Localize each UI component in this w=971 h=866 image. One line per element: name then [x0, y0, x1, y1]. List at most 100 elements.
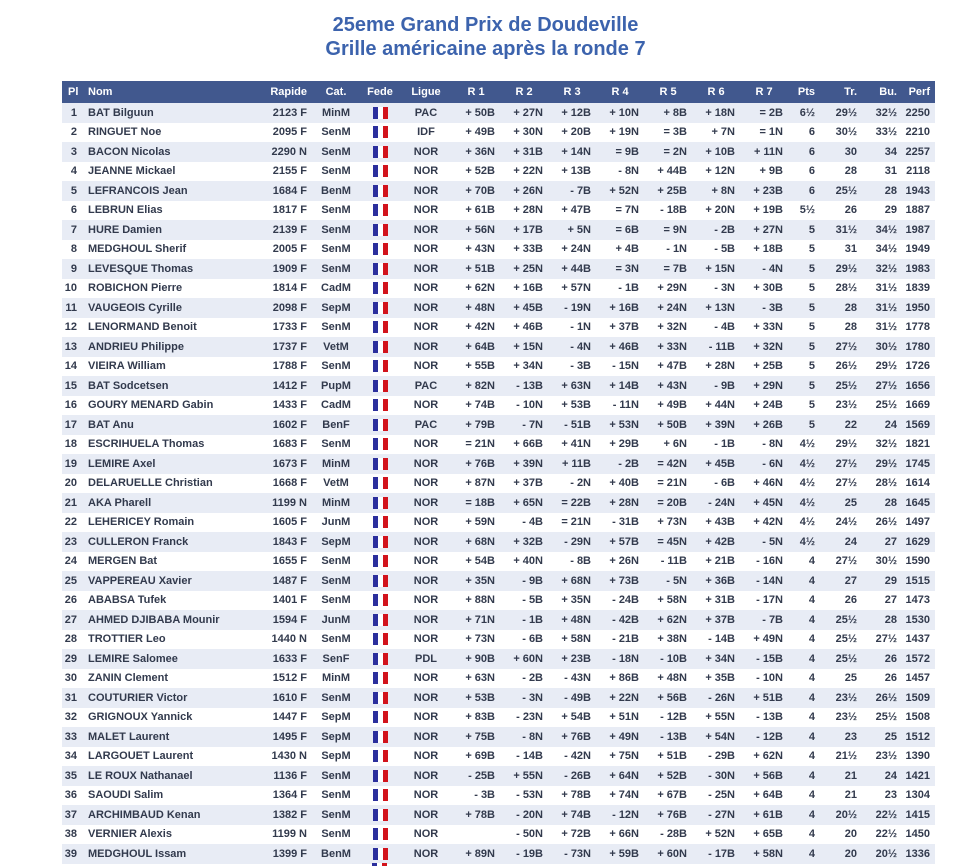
league-cell: NOR: [413, 477, 439, 490]
bu-tiebreak-cell: 29: [862, 571, 902, 591]
table-row: 16 GOURY MENARD Gabin 1433 F CadM NOR + 74B - …: [62, 396, 935, 416]
tr-tiebreak-cell: 27½: [835, 477, 857, 490]
round-1-result-cell: + 75B: [452, 727, 500, 747]
points-cell: 4: [788, 727, 820, 747]
round-3-result-cell: = 21N: [561, 516, 591, 529]
tr-tiebreak-cell: 23½: [820, 688, 862, 708]
round-3-result-cell: + 78B: [561, 789, 591, 802]
tr-tiebreak-cell: 29½: [820, 259, 862, 279]
round-2-result-cell: - 4B: [522, 516, 543, 529]
federation-cell: [360, 669, 400, 689]
round-4-result-cell: + 64N: [596, 766, 644, 786]
player-name-cell: BAT Sodcetsen: [82, 376, 265, 396]
table-row: 22 LEHERICEY Romain 1605 F JunM NOR + 59N - 4B…: [62, 513, 935, 533]
round-4-result-cell: - 12N: [596, 805, 644, 825]
round-7-result-cell: + 49N: [753, 633, 783, 646]
france-flag-icon: [372, 750, 388, 763]
round-5-result-cell: + 25B: [644, 181, 692, 201]
place-cell: 19: [62, 454, 82, 474]
round-5-result-cell: + 38N: [657, 633, 687, 646]
round-4-result-cell: - 42B: [596, 610, 644, 630]
round-2-result-cell: + 55N: [500, 766, 548, 786]
round-2-result-cell: - 2B: [522, 672, 543, 685]
points-cell: 4: [808, 555, 815, 568]
round-5-result-cell: + 29N: [657, 282, 687, 295]
round-4-result-cell: + 53N: [596, 415, 644, 435]
player-name-cell: BAT Anu: [82, 415, 265, 435]
round-4-result-cell: + 19N: [609, 126, 639, 139]
round-4-result-cell: = 7N: [615, 204, 639, 217]
france-flag-icon: [372, 847, 388, 860]
france-flag-icon: [372, 282, 388, 295]
league-cell: NOR: [400, 532, 452, 552]
round-2-result-cell: + 16B: [513, 282, 543, 295]
rapid-rating-cell: 2155 F: [272, 165, 307, 178]
france-flag-icon: [372, 691, 388, 704]
round-3-result-cell: = 22B: [548, 493, 596, 513]
player-name-cell: HURE Damien: [82, 220, 265, 240]
place-cell: 29: [62, 649, 82, 669]
round-3-result-cell: + 41N: [561, 438, 591, 451]
place-cell: 25: [62, 571, 82, 591]
bu-tiebreak-cell: 29: [884, 204, 897, 217]
performance-cell: 1450: [905, 828, 930, 841]
bu-tiebreak-cell: 28: [862, 610, 902, 630]
round-1-result-cell: + 52B: [465, 165, 495, 178]
category-cell: SepM: [321, 711, 351, 724]
tr-tiebreak-cell: 31: [844, 243, 857, 256]
performance-cell: 1780: [902, 337, 935, 357]
league-cell: NOR: [400, 844, 452, 864]
federation-cell: [360, 415, 400, 435]
bu-tiebreak-cell: 24: [862, 415, 902, 435]
place-cell: 31: [62, 688, 82, 708]
round-6-result-cell: - 26N: [692, 688, 740, 708]
round-6-result-cell: + 15N: [692, 259, 740, 279]
tr-tiebreak-cell: 30: [820, 142, 862, 162]
round-7-result-cell: - 6N: [740, 454, 788, 474]
rapid-rating-cell: 2139 F: [265, 220, 312, 240]
performance-cell: 1421: [902, 766, 935, 786]
category-cell: SenM: [321, 555, 351, 568]
place-cell: 7: [62, 220, 82, 240]
round-4-result-cell: + 59B: [596, 844, 644, 864]
round-6-result-cell: + 54N: [692, 727, 740, 747]
france-flag-icon: [372, 145, 388, 158]
round-6-result-cell: - 25N: [708, 789, 735, 802]
category-cell: SenM: [321, 789, 351, 802]
france-flag-icon: [372, 165, 388, 178]
points-cell: 4½: [788, 493, 820, 513]
round-6-result-cell: + 28N: [705, 360, 735, 373]
player-name-cell: GOURY MENARD Gabin: [88, 399, 214, 412]
player-name-cell: VAUGEOIS Cyrille: [82, 298, 265, 318]
round-7-result-cell: + 26B: [740, 415, 788, 435]
round-4-result-cell: + 86B: [609, 672, 639, 685]
round-7-result-cell: + 46N: [753, 477, 783, 490]
rapid-rating-cell: 1814 F: [272, 282, 307, 295]
federation-cell: [360, 357, 400, 377]
round-3-result-cell: - 8B: [570, 555, 591, 568]
round-3-result-cell: + 53B: [561, 399, 591, 412]
round-6-result-cell: + 21B: [705, 555, 735, 568]
federation-cell: [360, 591, 400, 611]
round-6-result-cell: + 7N: [711, 126, 735, 139]
table-row: 8 MEDGHOUL Sherif 2005 F SenM NOR + 43N + 33B +…: [62, 240, 935, 260]
round-5-result-cell: = 7B: [644, 259, 692, 279]
player-name-cell: LEHERICEY Romain: [88, 516, 195, 529]
round-2-result-cell: + 46B: [513, 321, 543, 334]
round-5-result-cell: - 18B: [660, 204, 687, 217]
performance-cell: 1887: [905, 204, 930, 217]
rapid-rating-cell: 1843 F: [265, 532, 312, 552]
round-2-result-cell: - 14B: [516, 750, 543, 763]
rapid-rating-cell: 1199 N: [272, 828, 307, 841]
round-1-result-cell: + 74B: [465, 399, 495, 412]
round-1-result-cell: + 50B: [452, 103, 500, 123]
place-cell: 13: [62, 337, 82, 357]
bu-tiebreak-cell: 28: [862, 493, 902, 513]
league-cell: NOR: [413, 789, 439, 802]
round-6-result-cell: - 14B: [708, 633, 735, 646]
round-1-result-cell: [452, 825, 500, 845]
place-cell: 10: [64, 282, 77, 295]
category-cell: SenM: [312, 805, 360, 825]
table-row: 17 BAT Anu 1602 F BenF PAC + 79B - 7N - 51B + 53…: [62, 415, 935, 435]
place-cell: 12: [64, 321, 77, 334]
